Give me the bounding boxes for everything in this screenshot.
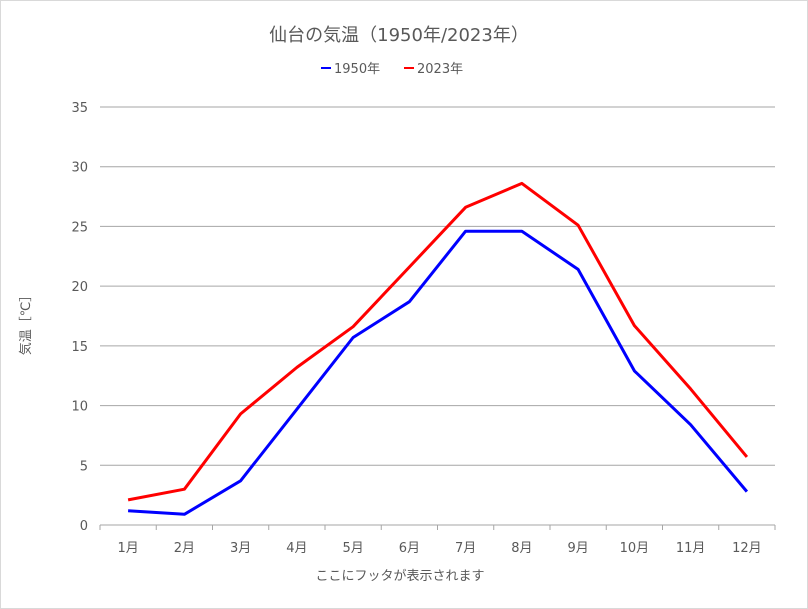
series-line-2023年 [127,181,749,502]
x-axis-ticks: 1月 2月 3月 4月 5月 6月 7月 8月 9月 10月 11月 12月 [99,525,776,556]
series-lines [127,181,749,516]
x-axis-label: ここにフッタが表示されます [315,569,484,584]
chart-title: 仙台の気温（1950年/2023年） [269,25,529,46]
y-tick-label: 15 [71,340,88,355]
x-tick-label: 12月 [732,541,762,556]
x-tick-label: 11月 [676,541,706,556]
y-tick-label: 0 [80,519,88,534]
x-tick-label: 8月 [511,541,532,556]
x-tick-label: 9月 [567,541,588,556]
y-tick-label: 35 [71,101,88,116]
x-tick-label: 4月 [286,541,307,556]
y-tick-label: 20 [71,280,88,295]
legend: 1950年 2023年 [321,62,463,77]
x-tick-label: 1月 [117,541,138,556]
y-axis-ticks: 0 5 10 15 20 25 30 35 [71,101,88,534]
x-tick-label: 2月 [174,541,195,556]
x-tick-label: 5月 [342,541,363,556]
y-tick-label: 5 [80,459,88,474]
x-tick-label: 3月 [230,541,251,556]
x-tick-label: 10月 [620,541,650,556]
x-tick-label: 6月 [399,541,420,556]
y-axis-label: 気温［℃］ [18,289,34,356]
legend-label: 1950年 [334,62,380,77]
y-tick-label: 25 [71,220,88,235]
series-line-1950年 [128,229,749,516]
x-tick-label: 7月 [455,541,476,556]
y-tick-label: 10 [71,400,88,415]
gridlines [100,106,775,526]
y-tick-label: 30 [71,161,88,176]
legend-label: 2023年 [417,62,463,77]
